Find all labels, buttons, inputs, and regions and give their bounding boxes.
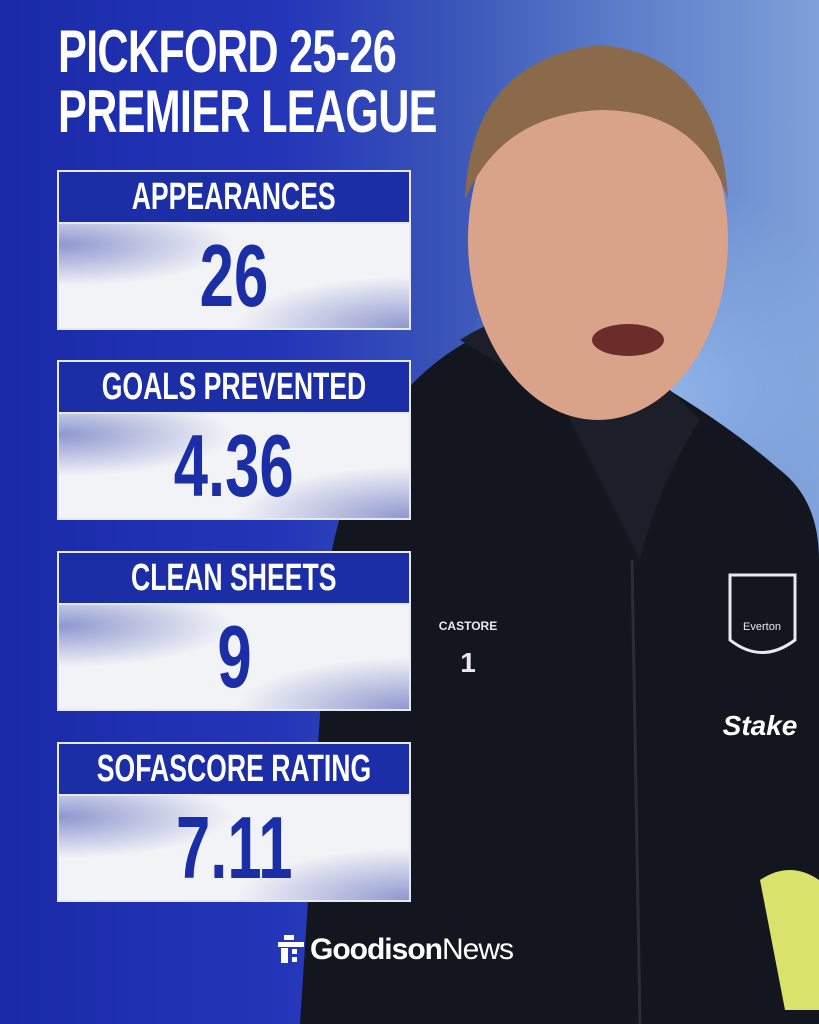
stat-card-goals-prevented: GOALS PREVENTED 4.36	[57, 360, 411, 520]
title-line-1: PICKFORD 25-26	[58, 18, 397, 85]
stat-label: SOFASCORE RATING	[96, 747, 372, 790]
club-crest-icon	[728, 573, 797, 654]
club-crest-text: Everton	[743, 621, 781, 633]
stat-card-appearances: APPEARANCES 26	[57, 170, 411, 330]
stat-card-sofascore-rating: SOFASCORE RATING 7.11	[57, 742, 411, 902]
goodison-news-icon	[278, 935, 304, 963]
stat-value: 26	[199, 226, 269, 325]
brand-light: News	[441, 933, 514, 966]
stat-card-clean-sheets: CLEAN SHEETS 9	[57, 551, 411, 711]
castore-logo: CASTORE	[439, 619, 497, 633]
sponsor-logo: Stake	[723, 710, 798, 741]
stat-label: CLEAN SHEETS	[131, 556, 337, 599]
shirt-number: 1	[460, 647, 476, 678]
stat-value: 4.36	[174, 416, 294, 515]
stat-label: GOALS PREVENTED	[101, 365, 367, 408]
goodison-news-logo: Goodison News	[278, 933, 514, 967]
stat-value: 9	[216, 607, 252, 706]
stat-label: APPEARANCES	[132, 175, 336, 218]
stat-value: 7.11	[175, 798, 293, 897]
brand-bold: Goodison	[310, 933, 443, 966]
title-line-2: PREMIER LEAGUE	[58, 78, 437, 145]
